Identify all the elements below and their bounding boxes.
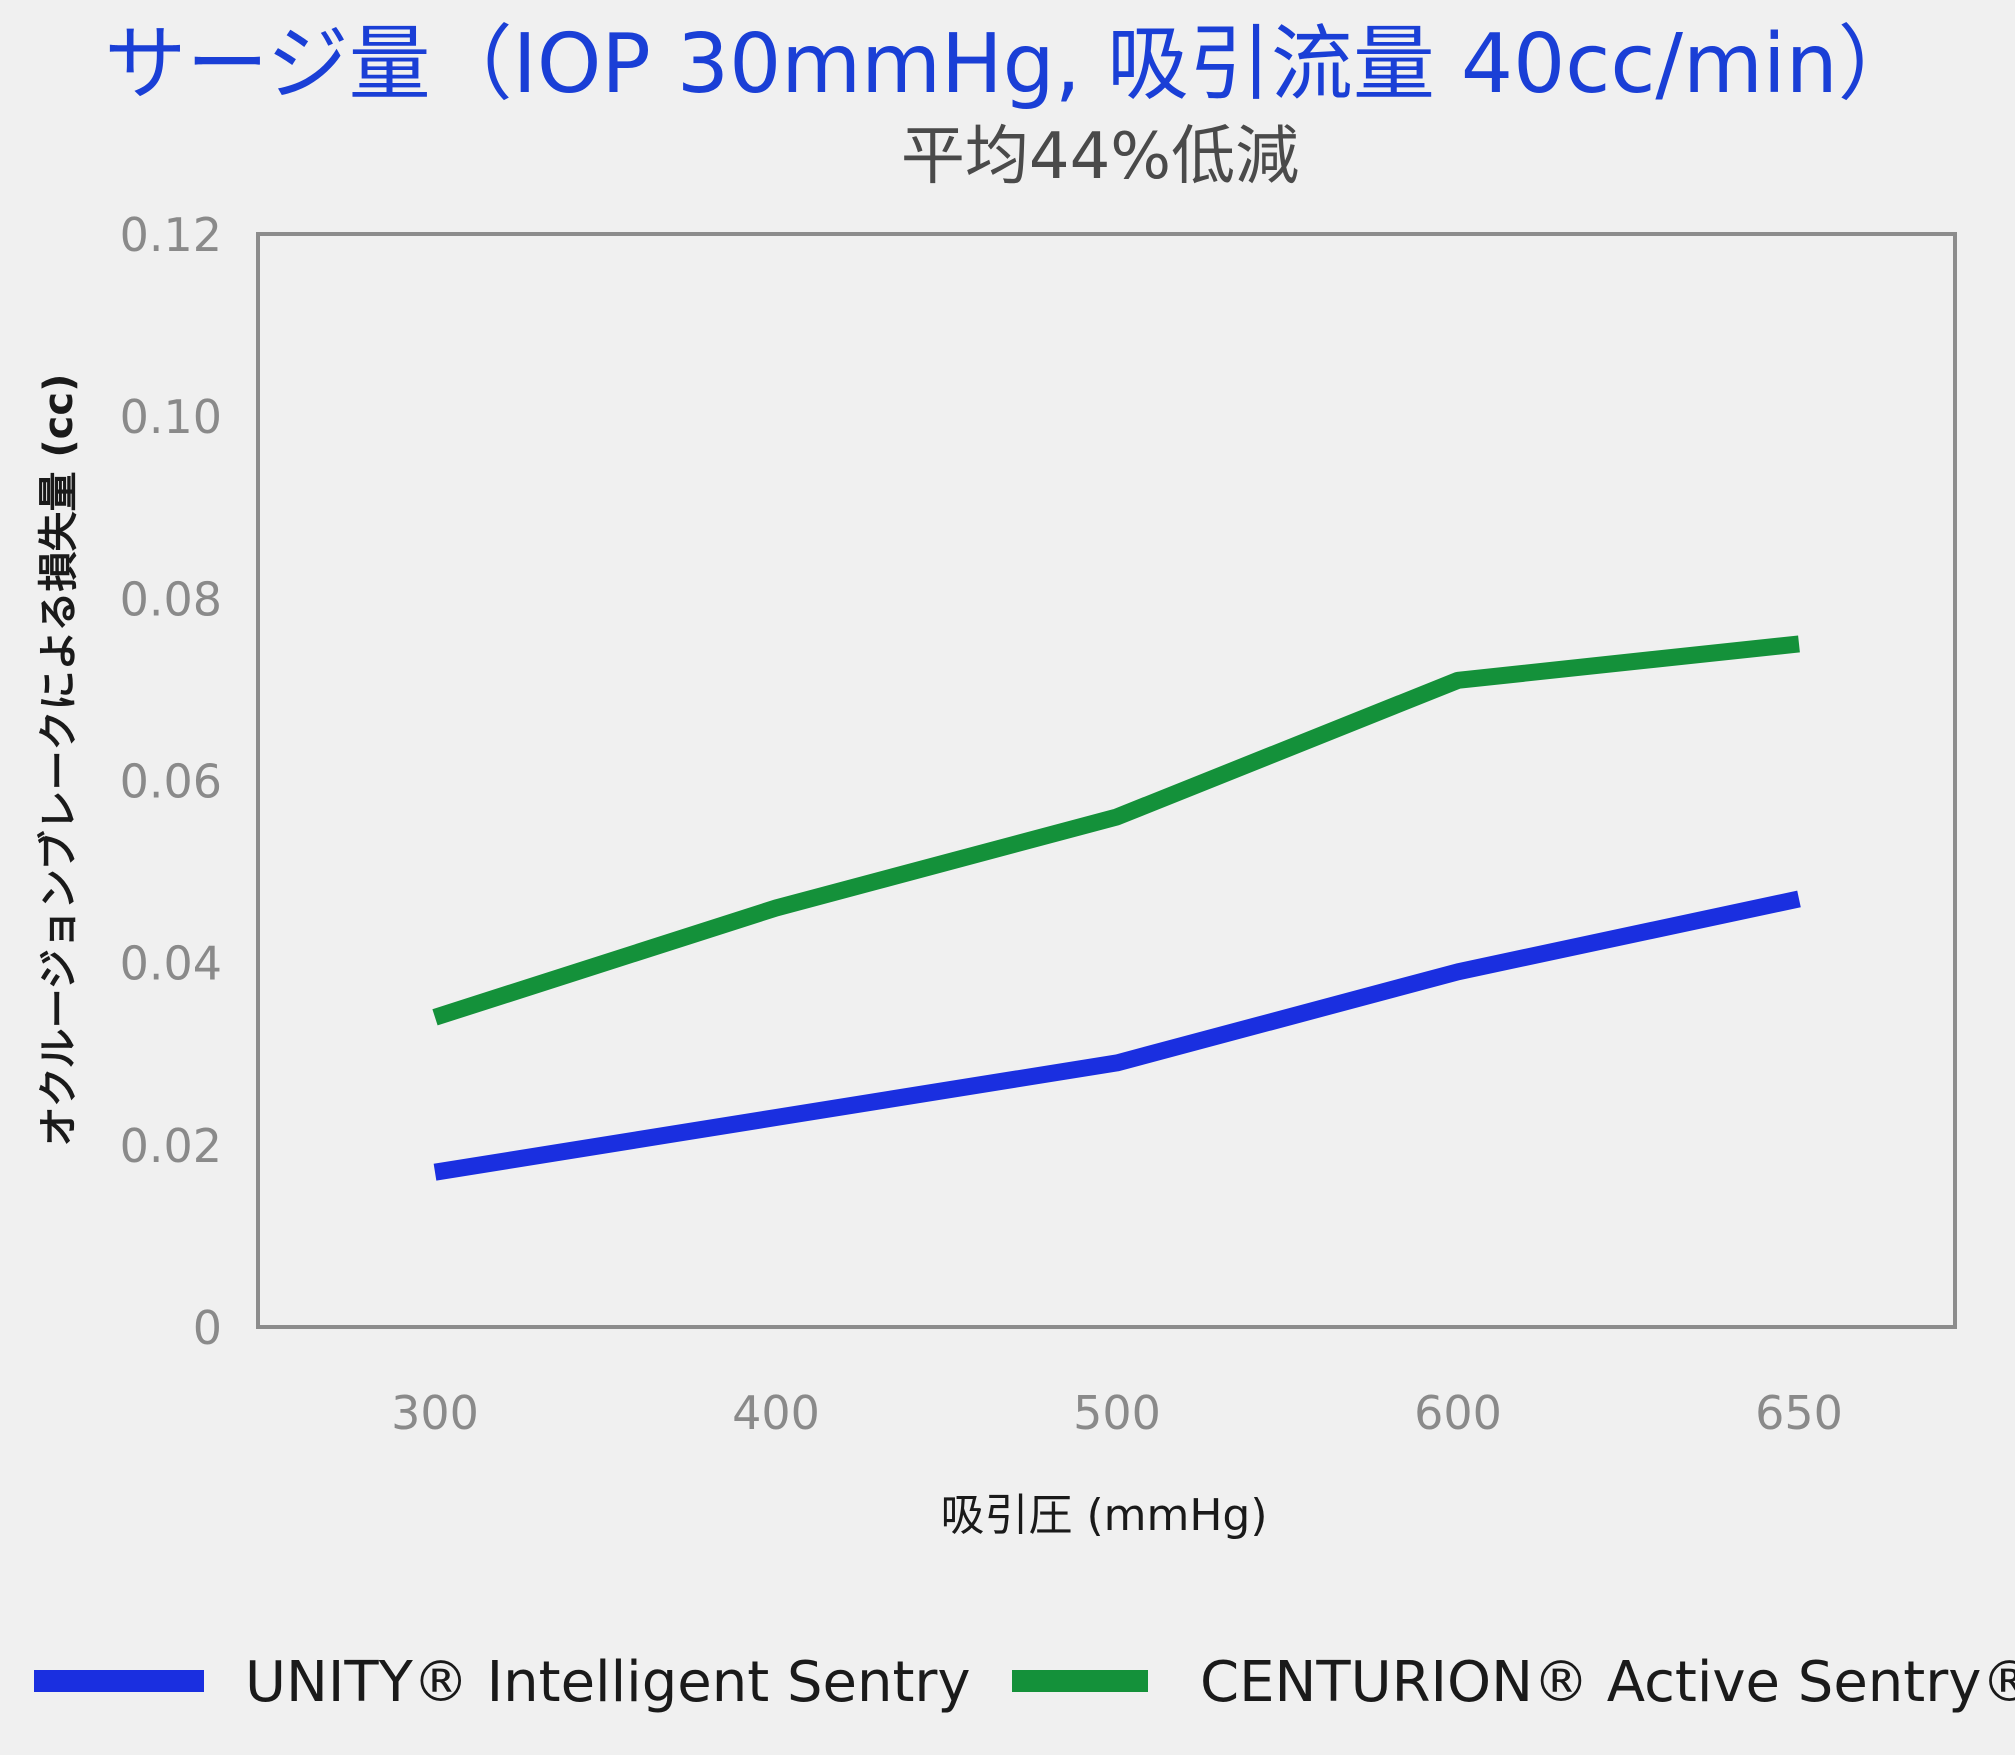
x-tick-label: 300 bbox=[391, 1386, 479, 1440]
x-tick-label: 650 bbox=[1755, 1386, 1843, 1440]
y-tick-label: 0.06 bbox=[120, 755, 222, 809]
x-tick-label: 600 bbox=[1414, 1386, 1502, 1440]
legend-label-unity: UNITY® Intelligent Sentry bbox=[245, 1650, 971, 1715]
plot-area bbox=[256, 232, 1957, 1329]
series-line-unity bbox=[433, 890, 1801, 1181]
y-axis-label: オクルージョンブレークによる損失量 (cc) bbox=[36, 374, 82, 1147]
y-tick-label: 0 bbox=[193, 1301, 222, 1355]
y-tick-label: 0.10 bbox=[120, 390, 222, 444]
y-tick-label: 0.08 bbox=[120, 572, 222, 626]
y-tick-labels: 0 0.02 0.04 0.06 0.08 0.10 0.12 bbox=[120, 208, 222, 1355]
x-axis-label: 吸引圧 (mmHg) bbox=[940, 1490, 1267, 1541]
series-lines bbox=[432, 635, 1801, 1181]
y-tick-label: 0.04 bbox=[120, 937, 222, 991]
x-tick-label: 400 bbox=[732, 1386, 820, 1440]
x-tick-labels: 300 400 500 600 650 bbox=[391, 1386, 1843, 1440]
y-tick-label: 0.02 bbox=[120, 1119, 222, 1173]
y-tick-label: 0.12 bbox=[120, 208, 222, 262]
x-tick-label: 500 bbox=[1073, 1386, 1161, 1440]
chart-title: サージ量（IOP 30mmHg, 吸引流量 40cc/min） bbox=[104, 17, 1919, 112]
legend-label-centurion: CENTURION® Active Sentry® bbox=[1200, 1650, 2015, 1715]
series-line-centurion bbox=[432, 635, 1800, 1026]
chart-subtitle: 平均44%低減 bbox=[901, 120, 1299, 194]
legend: UNITY® Intelligent Sentry CENTURION® Act… bbox=[34, 1650, 2015, 1715]
